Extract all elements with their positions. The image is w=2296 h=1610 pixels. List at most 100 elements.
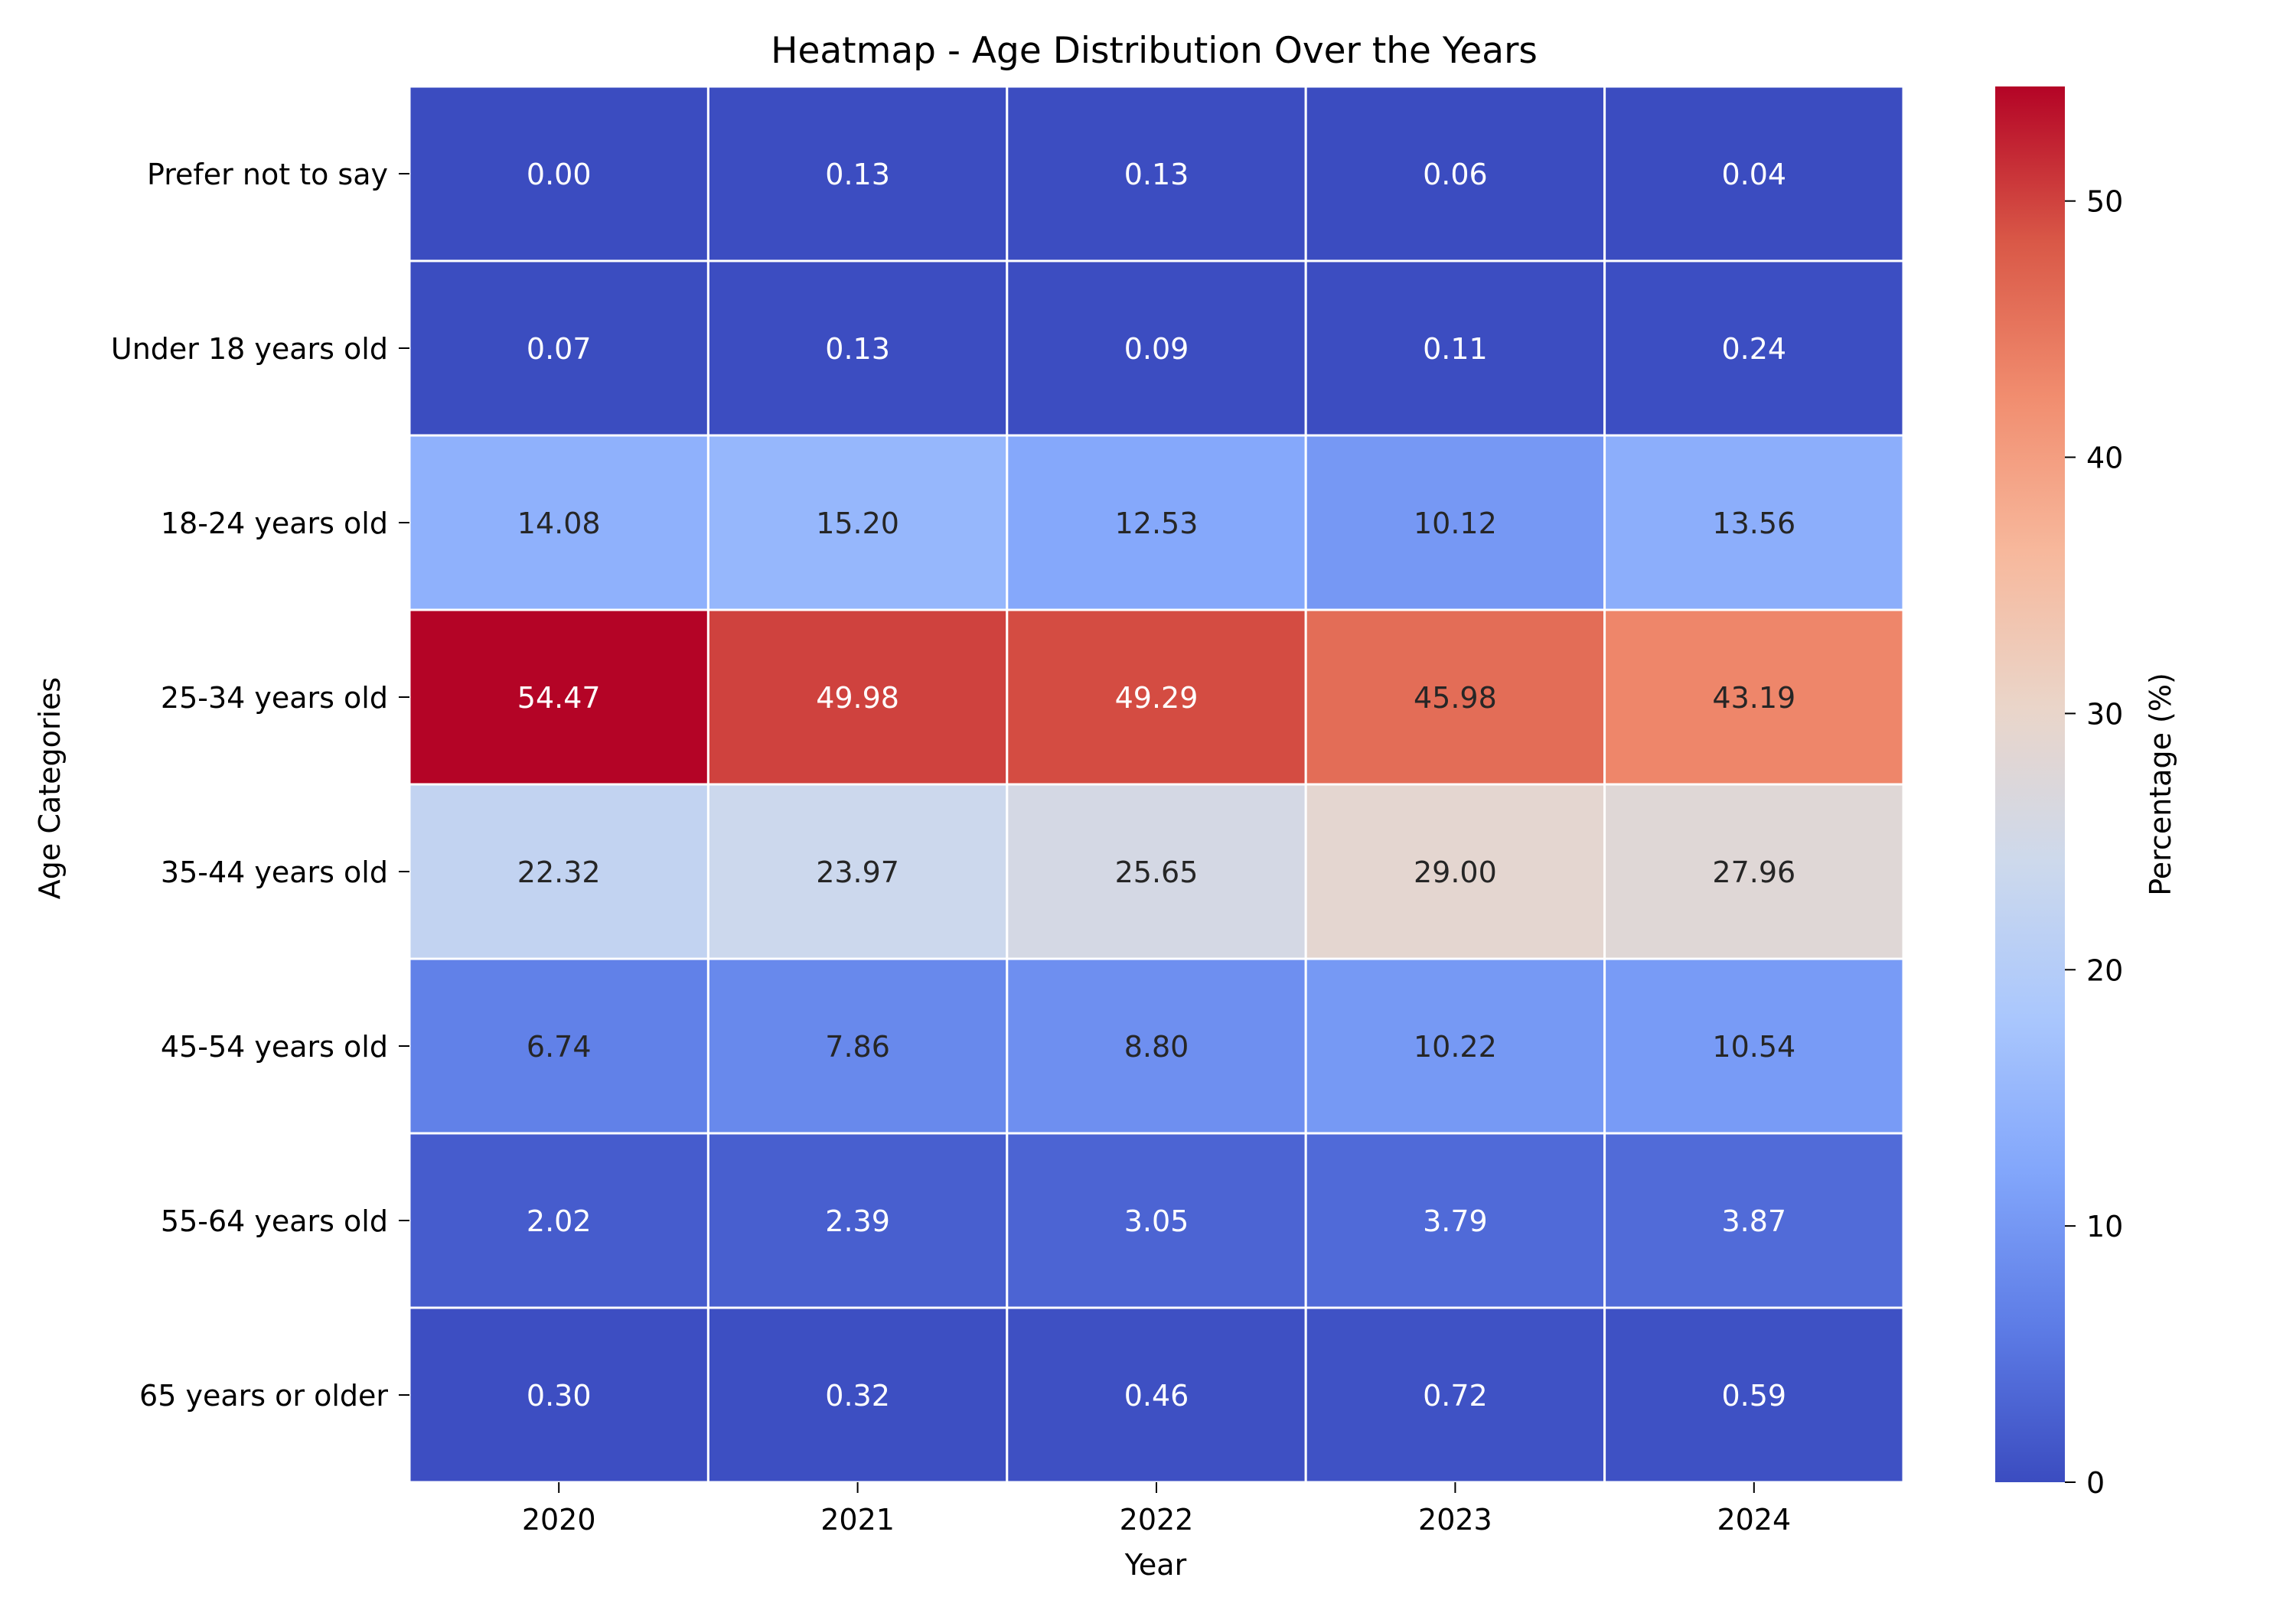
heatmap-cell (1304, 434, 1606, 611)
cell-value-label: 0.13 (825, 332, 890, 366)
y-tick-label: 65 years or older (139, 1379, 388, 1413)
cell-value-label: 15.20 (816, 507, 899, 540)
x-tick-label: 2022 (1120, 1503, 1194, 1537)
heatmap-cell (706, 85, 1009, 262)
heatmap-cell (1006, 957, 1307, 1135)
cell-value-label: 0.07 (527, 332, 592, 366)
cell-value-label: 27.96 (1712, 856, 1795, 889)
x-tick-label: 2021 (820, 1503, 895, 1537)
cell-value-label: 0.30 (527, 1379, 592, 1413)
cell-value-label: 3.87 (1721, 1204, 1786, 1238)
cell-value-label: 49.98 (816, 681, 899, 715)
y-tick-label: 18-24 years old (161, 507, 388, 540)
cell-value-label: 10.22 (1414, 1030, 1497, 1064)
cell-value-label: 0.04 (1721, 158, 1786, 191)
cell-value-label: 0.24 (1721, 332, 1786, 366)
heatmap-cell (1006, 259, 1307, 437)
cell-value-label: 0.13 (1124, 158, 1189, 191)
cell-value-label: 29.00 (1414, 856, 1497, 889)
cell-value-label: 43.19 (1712, 681, 1795, 715)
x-tick-label: 2024 (1717, 1503, 1791, 1537)
y-tick-label: 55-64 years old (161, 1204, 388, 1238)
cell-value-label: 54.47 (517, 681, 601, 715)
cell-value-label: 0.06 (1423, 158, 1488, 191)
colorbar-tick-label: 30 (2086, 697, 2123, 731)
heatmap-cell (1603, 1306, 1905, 1484)
heatmap-cell (1304, 608, 1606, 786)
cell-value-label: 49.29 (1115, 681, 1199, 715)
cell-value-label: 3.79 (1423, 1204, 1488, 1238)
cell-value-label: 0.11 (1423, 332, 1488, 366)
heatmap-cell (1603, 783, 1905, 960)
cell-value-label: 10.12 (1414, 507, 1497, 540)
cell-value-label: 12.53 (1115, 507, 1199, 540)
heatmap-cell (408, 259, 709, 437)
cell-value-label: 25.65 (1115, 856, 1199, 889)
cell-value-label: 14.08 (517, 507, 601, 540)
y-tick-label: 35-44 years old (161, 856, 388, 889)
colorbar-tick-label: 50 (2086, 185, 2123, 219)
colorbar-tick-label: 40 (2086, 442, 2123, 475)
heatmap-cell (1006, 85, 1307, 262)
colorbar-tick-label: 20 (2086, 953, 2123, 987)
cell-value-label: 2.39 (825, 1204, 890, 1238)
heatmap-cell (1006, 608, 1307, 786)
heatmap-cell (706, 957, 1009, 1135)
cell-value-label: 0.09 (1124, 332, 1189, 366)
cell-value-label: 13.56 (1712, 507, 1795, 540)
cell-value-label: 0.46 (1124, 1379, 1189, 1413)
cell-value-label: 0.32 (825, 1379, 890, 1413)
heatmap-cell (706, 783, 1009, 960)
heatmap-cell (1603, 1132, 1905, 1309)
heatmap-cell (1603, 608, 1905, 786)
cell-value-label: 0.72 (1423, 1379, 1488, 1413)
heatmap-cell (1006, 783, 1307, 960)
cell-value-label: 0.59 (1721, 1379, 1786, 1413)
heatmap-cell (1603, 957, 1905, 1135)
heatmap-cell (706, 1306, 1009, 1484)
cell-value-label: 45.98 (1414, 681, 1497, 715)
heatmap-cell (408, 85, 709, 262)
colorbar: 0 10 20 30 40 50 (1995, 86, 2123, 1500)
heatmap-cell (408, 783, 709, 960)
colorbar-label: Percentage (%) (2144, 673, 2177, 896)
x-tick-label: 2020 (522, 1503, 596, 1537)
heatmap-cell (1006, 434, 1307, 611)
heatmap-cell (1006, 1306, 1307, 1484)
heatmap-cell (408, 1306, 709, 1484)
heatmap-cell (1304, 85, 1606, 262)
y-axis-label: Age Categories (33, 677, 67, 899)
cell-value-label: 0.00 (527, 158, 592, 191)
cell-value-label: 6.74 (527, 1030, 592, 1064)
x-axis: 2020 2021 2022 2023 2024 (522, 1482, 1791, 1537)
y-tick-label: 45-54 years old (161, 1030, 388, 1064)
cell-value-label: 8.80 (1124, 1030, 1189, 1064)
cell-value-label: 7.86 (825, 1030, 890, 1064)
heatmap-cell (1603, 259, 1905, 437)
heatmap-cell (1304, 1306, 1606, 1484)
y-axis: Prefer not to say Under 18 years old 18-24… (111, 158, 409, 1413)
y-tick-label: 25-34 years old (161, 681, 388, 715)
cell-value-label: 3.05 (1124, 1204, 1189, 1238)
heatmap-cell (706, 608, 1009, 786)
cell-value-label: 10.54 (1712, 1030, 1795, 1064)
cell-value-label: 0.13 (825, 158, 890, 191)
heatmap-cell (1304, 957, 1606, 1135)
x-tick-label: 2023 (1418, 1503, 1492, 1537)
chart-title: Heatmap - Age Distribution Over the Year… (771, 30, 1538, 72)
y-tick-label: Under 18 years old (111, 332, 388, 366)
heatmap-cell (706, 434, 1009, 611)
colorbar-tick-label: 10 (2086, 1210, 2123, 1243)
cell-value-label: 23.97 (816, 856, 899, 889)
heatmap-cell (408, 1132, 709, 1309)
heatmap-cell (1603, 434, 1905, 611)
x-axis-label: Year (1124, 1548, 1187, 1582)
y-tick-label: Prefer not to say (147, 158, 388, 191)
colorbar-tick-label: 0 (2086, 1466, 2105, 1500)
heatmap-cells: 0.00 0.13 0.13 0.06 0.04 0.07 0.13 0.09 0.11 0.24… (408, 85, 1905, 1484)
heatmap-cell (1603, 85, 1905, 262)
colorbar-gradient (1995, 86, 2065, 1482)
cell-value-label: 22.32 (517, 856, 601, 889)
